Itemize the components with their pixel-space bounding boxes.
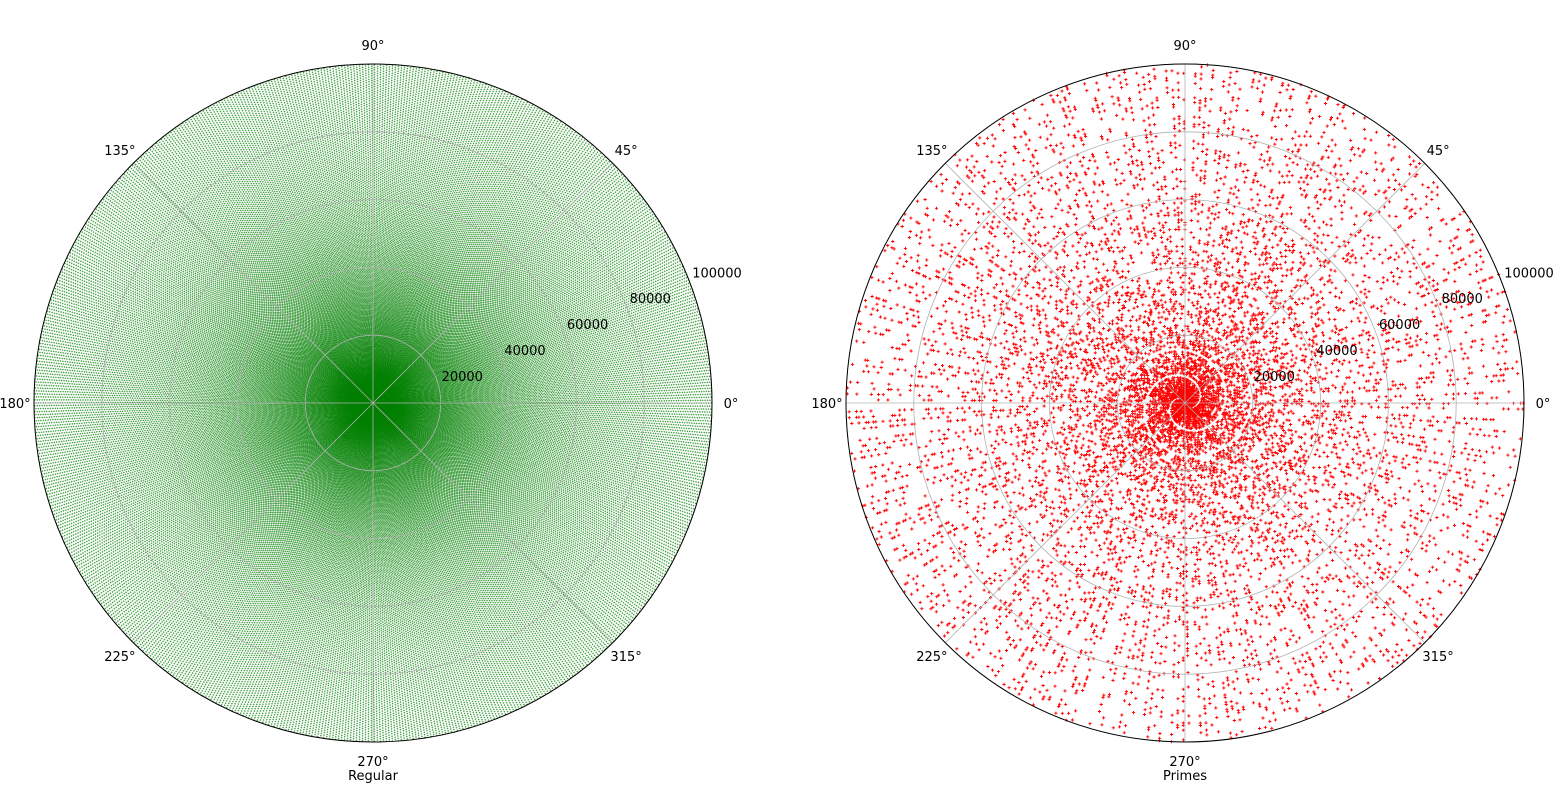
theta-tick-label-7: 315°: [610, 650, 641, 665]
radial-tick-label-2: 60000: [1379, 318, 1420, 333]
axis-label-primes: Primes: [1163, 769, 1207, 784]
theta-tick-label-1: 45°: [1427, 144, 1450, 159]
theta-tick-label-0: 0°: [724, 397, 739, 412]
theta-tick-label-5: 225°: [104, 650, 135, 665]
radial-tick-label-4: 100000: [692, 266, 742, 281]
theta-tick-label-4: 180°: [811, 397, 842, 412]
theta-tick-label-6: 270°: [357, 755, 388, 770]
radial-tick-label-0: 20000: [442, 370, 483, 385]
theta-tick-label-1: 45°: [615, 144, 638, 159]
polar-axes-regular: 0° 45° 90° 135° 180° 225° 270° 315° 20000 40000 6…: [0, 39, 742, 784]
radial-tick-label-2: 60000: [567, 318, 608, 333]
theta-tick-label-2: 90°: [361, 39, 384, 54]
radial-tick-label-3: 80000: [630, 292, 671, 307]
polar-gridlines: [846, 64, 1524, 742]
theta-tick-label-0: 0°: [1536, 397, 1551, 412]
polar-axes-primes: 0° 45° 90° 135° 180° 225° 270° 315° 20000 40000 6…: [811, 39, 1554, 784]
radial-tick-label-1: 40000: [504, 344, 545, 359]
theta-tick-label-2: 90°: [1173, 39, 1196, 54]
radial-tick-label-1: 40000: [1316, 344, 1357, 359]
theta-tick-label-3: 135°: [104, 144, 135, 159]
radial-tick-label-0: 20000: [1254, 370, 1295, 385]
theta-tick-label-5: 225°: [916, 650, 947, 665]
polar-gridlines: [34, 64, 712, 742]
theta-tick-label-3: 135°: [916, 144, 947, 159]
theta-tick-label-4: 180°: [0, 397, 31, 412]
axis-label-regular: Regular: [348, 769, 399, 784]
radial-tick-label-4: 100000: [1504, 266, 1554, 281]
theta-tick-label-7: 315°: [1422, 650, 1453, 665]
radial-tick-label-3: 80000: [1442, 292, 1483, 307]
theta-tick-label-6: 270°: [1169, 755, 1200, 770]
